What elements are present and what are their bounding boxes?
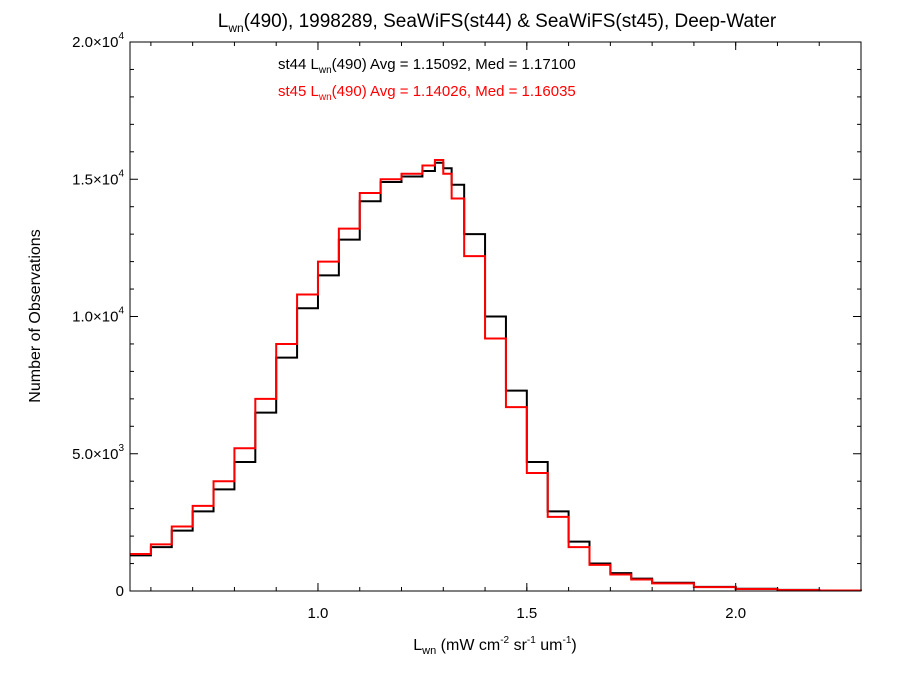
y-tick-label: 1.5×104 [72,168,124,188]
legend-st45-prefix: st45 L [278,83,319,100]
legend-st44-prefix: st44 L [278,56,319,73]
series-line-st44 [130,161,862,592]
y-tick-label: 0 [116,583,124,600]
chart-title: Lwn(490), 1998289, SeaWiFS(st44) & SeaWi… [218,11,777,35]
legend-entry-st45: st45 Lwn(490) Avg = 1.14026, Med = 1.160… [278,83,576,103]
x-tick-label: 1.0 [308,605,329,622]
legend-st45-suffix: (490) Avg = 1.14026, Med = 1.16035 [332,83,576,100]
series-line-st45 [130,159,862,592]
series-layer [130,159,862,592]
legend-st44-suffix: (490) Avg = 1.15092, Med = 1.17100 [332,56,576,73]
chart-title-subscript: wn [227,21,243,35]
y-tick-label: 1.0×104 [72,306,124,326]
y-axis-ticks: 0 5.0×103 1.0×104 1.5×104 2.0×104 [72,31,861,600]
x-tick-label: 1.5 [516,605,537,622]
y-tick-label: 5.0×103 [72,443,124,463]
legend-st45-subscript: wn [318,92,332,103]
y-axis-label: Number of Observations [27,229,44,402]
y-tick-label: 2.0×104 [72,31,124,51]
x-axis-ticks: 1.0 1.5 2.0 [150,42,862,622]
x-tick-label: 2.0 [725,605,746,622]
x-axis-label: Lwn (mW cm-2 sr-1 um-1) [413,635,576,657]
legend-st44-subscript: wn [318,65,332,76]
chart-title-main: L [218,11,229,32]
chart-title-rest: (490), 1998289, SeaWiFS(st44) & SeaWiFS(… [244,11,777,32]
legend-entry-st44: st44 Lwn(490) Avg = 1.15092, Med = 1.171… [278,56,576,76]
